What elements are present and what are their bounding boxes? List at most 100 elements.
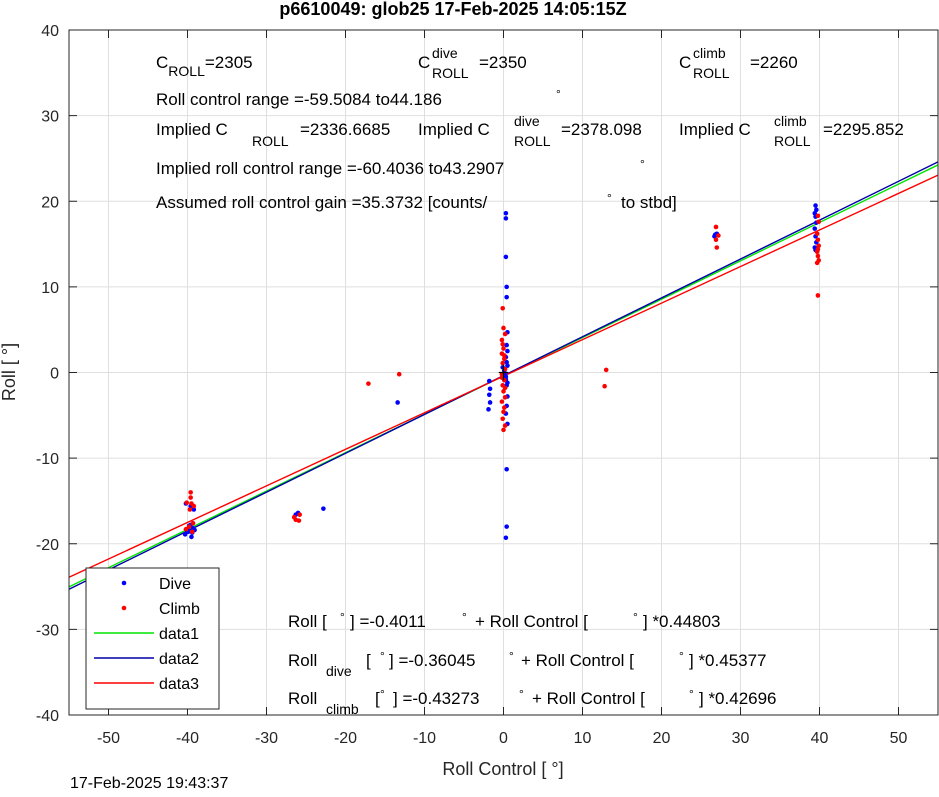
annotation-gain: Assumed roll control gain =35.3732 [coun… [156,193,488,212]
data-point-climb [187,507,193,512]
eq-climb-e: ] *0.42696 [699,689,777,708]
data-point-climb [713,237,719,243]
annotation-implied-climb-sup: climb [774,113,807,129]
data-point-climb [297,512,302,517]
data-point-climb [815,237,821,243]
legend-items: Dive Climb data1 data2 data3 [94,576,200,693]
degree-symbol: ° [679,649,684,663]
y-tick-label: 20 [41,194,59,211]
data-point-climb [501,409,506,415]
data-point-climb [713,224,719,230]
y-axis-label: Roll [ °] [0,343,19,401]
data-point-dive [503,254,509,260]
eq-climb-c: ] =-0.43273 [393,689,480,708]
y-tick-label: -40 [36,708,59,725]
axis-ticks [69,29,938,716]
annotation-c-roll-climb: C [679,53,691,72]
data-point-climb [500,360,506,366]
y-tick-label: 0 [50,366,59,383]
x-tick-label: 10 [574,730,592,747]
annotation-c-roll-dive-sub: ROLL [432,65,469,81]
data-point-dive [487,386,493,392]
x-axis-label: Roll Control [ °] [442,759,563,779]
data-point-climb [501,346,506,351]
data-point-climb [502,385,508,391]
eq-all-d: ] *0.44803 [643,612,721,631]
annotation-implied-dive-sup: dive [514,113,540,129]
y-tick-label: 40 [41,23,59,40]
data-point-climb [502,395,508,400]
data-point-climb [499,399,505,404]
data-point-climb [816,219,822,225]
eq-climb-d: + Roll Control [ [532,689,645,708]
legend-label-dive: Dive [159,576,191,593]
data-point-dive [191,507,197,512]
data-point-climb [190,520,196,526]
data-point-climb [191,503,197,509]
data-point-climb [186,524,192,529]
annotation-implied-all: Implied C [156,120,228,139]
data-point-dive [504,359,509,365]
data-point-climb [500,416,506,422]
annotation-c-roll-climb-sub: ROLL [693,65,730,81]
data-point-dive [505,363,510,368]
eq-climb-a: Roll [288,689,317,708]
degree-symbol: ° [640,157,645,171]
annotation-gain-post: to stbd] [621,193,677,212]
annotation-implied-climb-val: =2295.852 [823,120,904,139]
data-point-climb [501,325,506,331]
data-point-climb [815,253,821,259]
data-point-dive [814,207,819,213]
data-point-climb [189,529,195,535]
degree-symbol: ° [633,610,638,624]
degree-symbol: ° [689,687,694,701]
eq-dive-sub: dive [326,663,352,679]
data-point-climb [396,371,402,377]
chart-title: p6610049: glob25 17-Feb-2025 14:05:15Z [279,0,626,19]
data-point-dive [503,535,509,541]
degree-symbol: ° [380,687,385,701]
data-point-climb [184,500,190,505]
legend-label-data3: data3 [159,676,199,693]
degree-symbol: ° [380,649,385,663]
eq-climb-b: [ [375,689,380,708]
data-point-dive [189,534,194,540]
x-tick-label: 0 [499,730,508,747]
data-point-climb [815,213,821,219]
y-tick-label: -10 [36,451,59,468]
data-point-dive [812,226,818,231]
annotation-implied-climb-sub: ROLL [774,133,811,149]
degree-symbol: ° [607,191,612,205]
data-point-climb [814,260,820,266]
data-point-dive [812,210,818,216]
y-tick-label: -20 [36,537,59,554]
data-point-climb [499,337,505,343]
degree-symbol: ° [556,87,561,101]
annotation-c-roll-dive-val: =2350 [479,53,527,72]
legend: Dive Climb data1 data2 data3 [85,567,220,710]
degree-symbol: ° [462,610,467,624]
annotation-implied-dive-sub: ROLL [514,133,551,149]
x-tick-label: -20 [334,730,357,747]
timestamp: 17-Feb-2025 19:43:37 [70,775,228,792]
eq-dive-d: + Roll Control [ [521,651,634,670]
annotation-c-roll: CROLL=2305 [156,53,253,79]
data-point-climb [816,243,822,249]
data-point-climb [714,245,720,250]
eq-climb-sub: climb [326,701,359,717]
data-point-dive [486,378,492,384]
data-point-climb [366,381,371,386]
annotation-implied-all-sub: ROLL [252,133,289,149]
legend-box [85,567,220,710]
eq-all-b: ] =-0.4011 [350,612,426,631]
degree-symbol: ° [509,649,514,663]
annotation-implied-dive: Implied C [418,120,490,139]
data-point-dive [182,532,188,537]
eq-dive-b: [ [366,651,371,670]
data-point-climb [603,367,609,373]
x-tick-label: -50 [97,730,120,747]
tick-labels: -50 -40 -30 -20 -10 0 10 20 30 40 50 -40 -30 -20 -10 0 1… [36,23,908,747]
data-point-dive [395,400,400,405]
